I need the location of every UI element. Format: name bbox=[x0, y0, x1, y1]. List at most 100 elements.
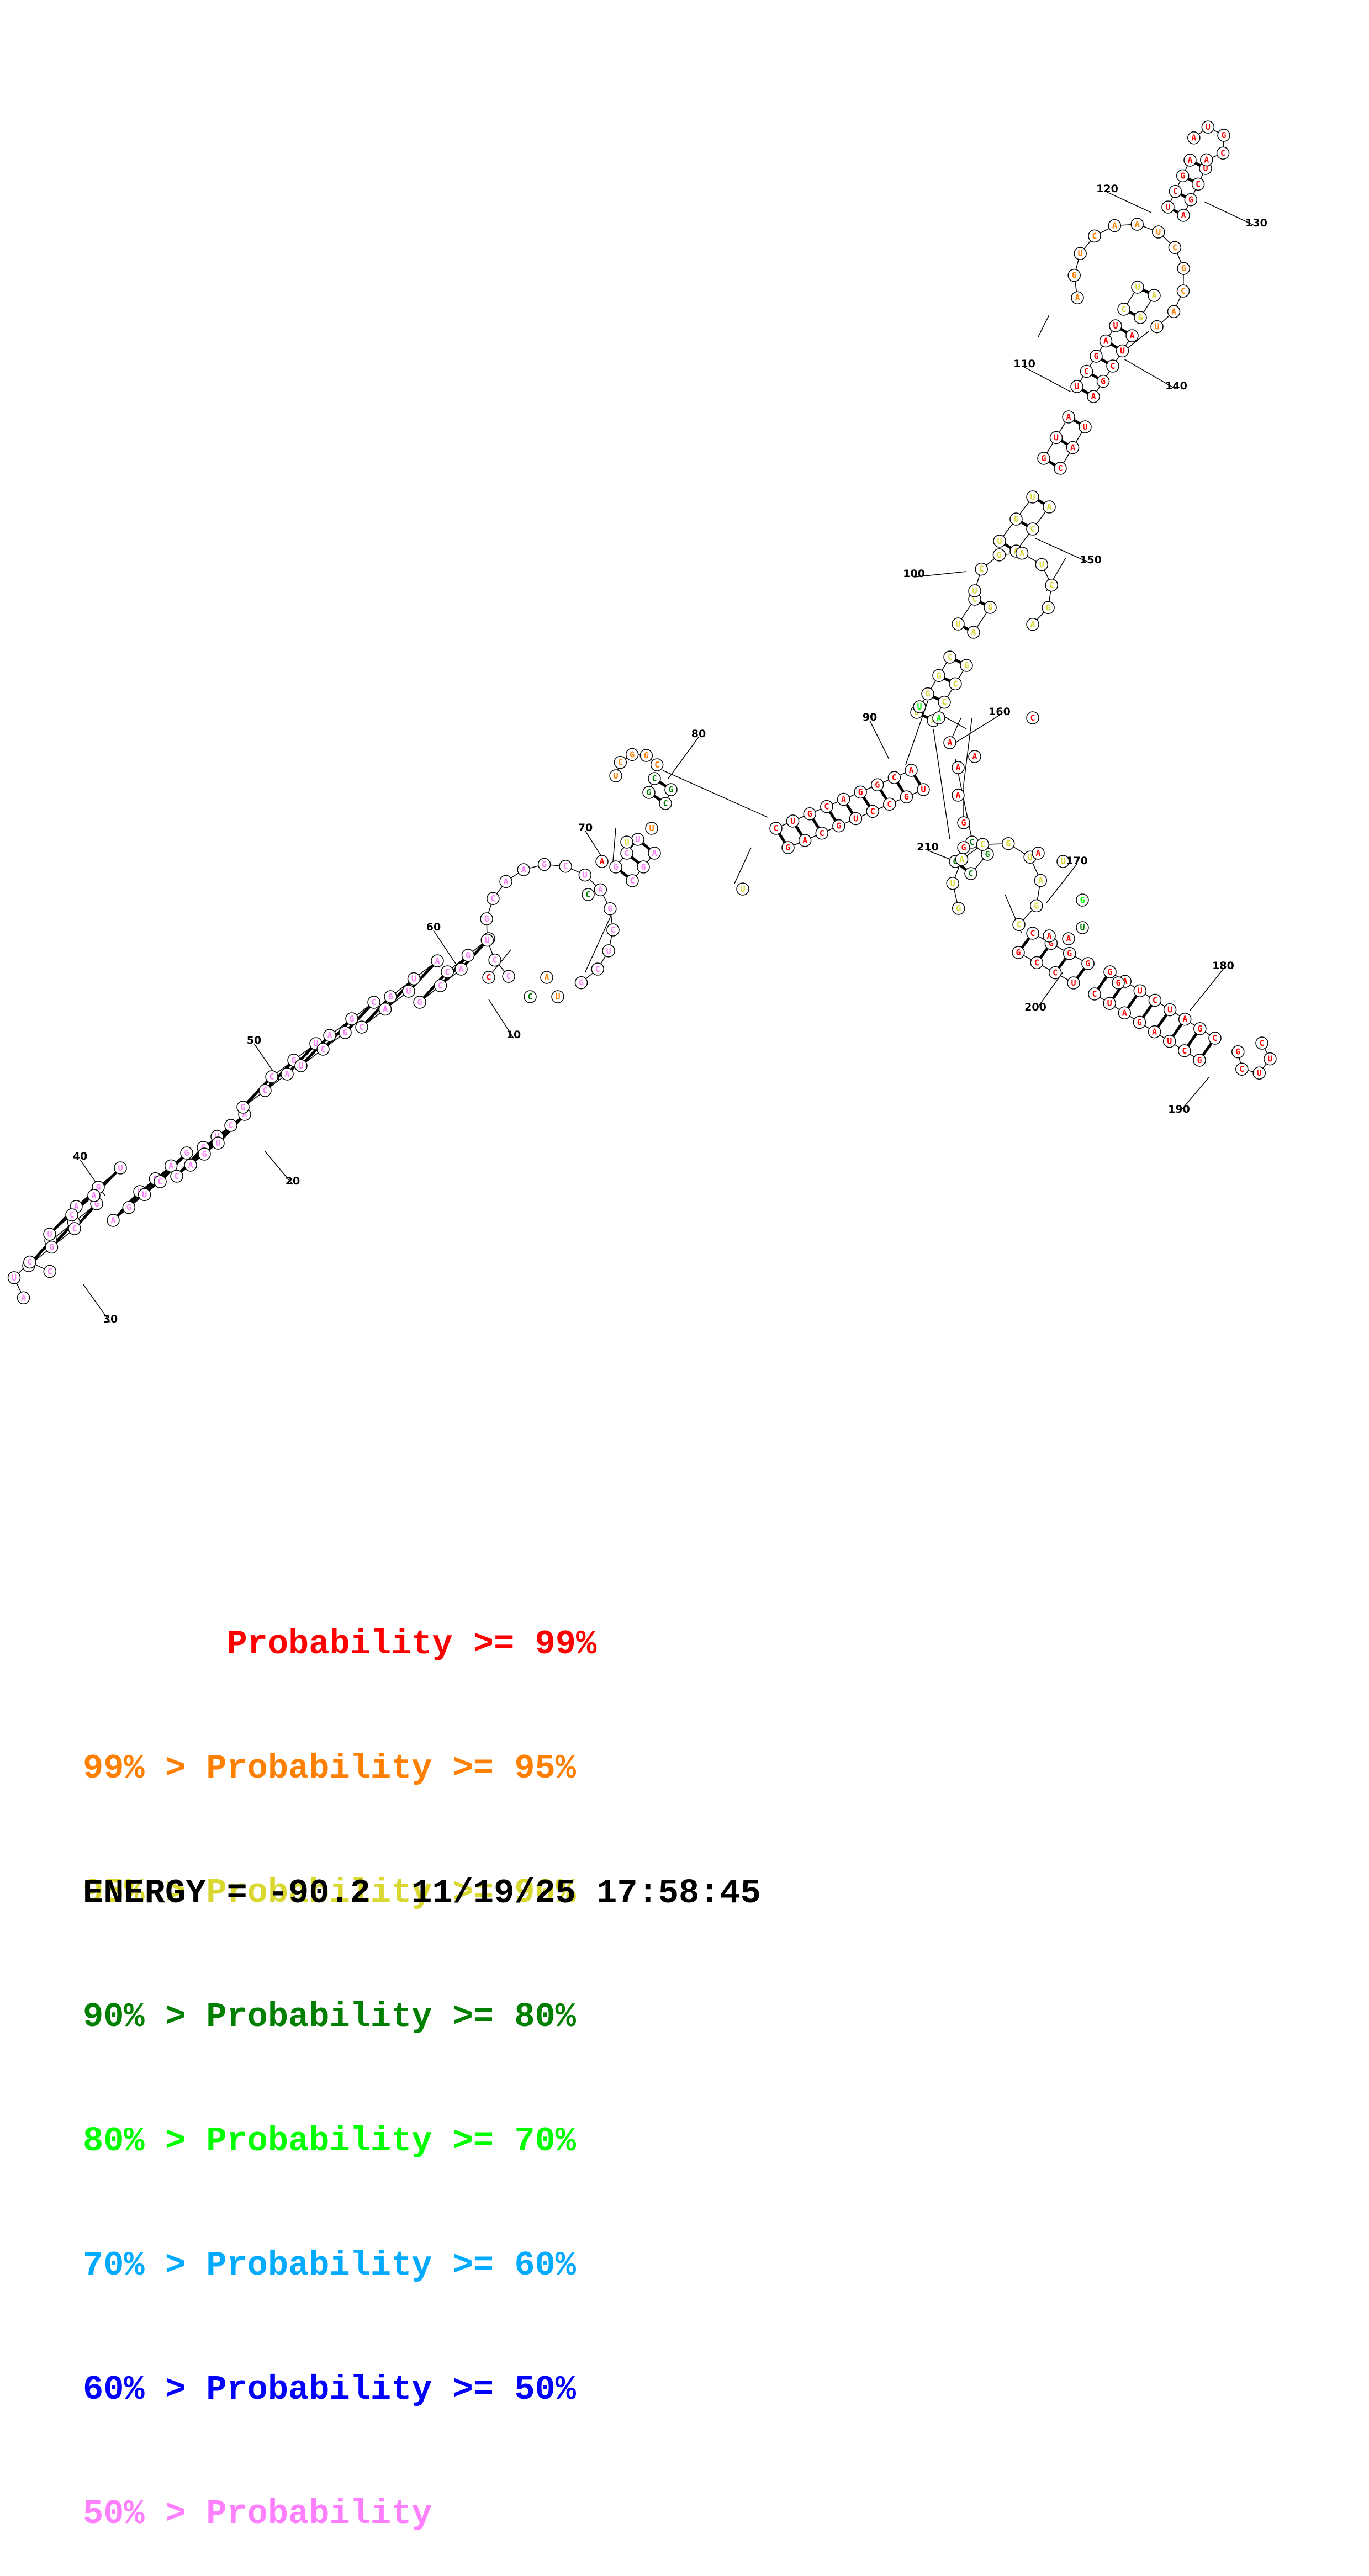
svg-text:A: A bbox=[598, 885, 603, 895]
svg-text:U: U bbox=[215, 1138, 220, 1148]
nucleotide-180: G bbox=[1067, 268, 1081, 282]
svg-text:C: C bbox=[870, 806, 875, 816]
nucleotide-159: C bbox=[488, 953, 501, 967]
svg-text:U: U bbox=[1060, 856, 1065, 866]
legend-row-p50: 60% > Probability >= 50% bbox=[83, 2370, 576, 2409]
nucleotide-85: G bbox=[1012, 946, 1025, 959]
svg-text:G: G bbox=[1093, 351, 1098, 361]
nucleotide-149: G bbox=[1184, 193, 1198, 207]
nucleotide-236: A bbox=[1043, 929, 1056, 943]
svg-text:C: C bbox=[1030, 928, 1035, 938]
svg-text:A: A bbox=[1181, 210, 1186, 220]
svg-text:U: U bbox=[917, 702, 922, 712]
svg-text:U: U bbox=[1156, 227, 1161, 237]
svg-text:U: U bbox=[411, 974, 416, 984]
nucleotide-195: U bbox=[1035, 558, 1049, 572]
svg-text:C: C bbox=[1173, 187, 1178, 197]
base-pair-lines bbox=[28, 158, 1217, 1267]
svg-text:G: G bbox=[630, 749, 635, 759]
nucleotide-229: A bbox=[595, 855, 609, 868]
nucleotide-217: A bbox=[1200, 153, 1213, 167]
svg-text:C: C bbox=[1084, 367, 1089, 377]
svg-text:A: A bbox=[1075, 293, 1080, 303]
svg-text:G: G bbox=[417, 997, 422, 1007]
svg-text:A: A bbox=[1152, 1027, 1157, 1037]
svg-text:C: C bbox=[824, 802, 829, 812]
svg-text:G: G bbox=[985, 849, 990, 859]
svg-text:G: G bbox=[858, 787, 863, 797]
svg-text:G: G bbox=[579, 978, 584, 988]
nucleotide-141: A bbox=[1125, 329, 1139, 342]
nucleotide-14: G bbox=[122, 1200, 136, 1214]
nucleotide-122: G bbox=[1009, 512, 1023, 526]
nucleotide-162: C bbox=[487, 892, 500, 905]
position-label-30: 30 bbox=[103, 1313, 118, 1325]
nucleotide-215: G bbox=[1217, 129, 1230, 142]
legend-row-p90: 95% > Probability >= 90% bbox=[83, 1873, 576, 1912]
position-labels: 10 20 30 40 50 60 70 80 90 100 110 120 130 140 150 160 1… bbox=[73, 183, 1267, 1325]
svg-text:C: C bbox=[624, 848, 629, 858]
nucleotide-45: A bbox=[431, 954, 444, 967]
nucleotide-143: G bbox=[1134, 311, 1147, 324]
svg-text:C: C bbox=[773, 823, 778, 833]
svg-text:A: A bbox=[383, 1004, 388, 1014]
svg-text:U: U bbox=[1257, 1068, 1262, 1078]
svg-text:G: G bbox=[964, 660, 969, 670]
svg-text:G: G bbox=[1181, 263, 1186, 273]
svg-text:G: G bbox=[1107, 967, 1112, 977]
svg-text:U: U bbox=[1039, 559, 1044, 569]
svg-text:C: C bbox=[371, 997, 376, 1007]
svg-text:G: G bbox=[953, 856, 958, 866]
nucleotide-185: U bbox=[1151, 225, 1165, 239]
svg-text:C: C bbox=[968, 869, 973, 879]
svg-text:C: C bbox=[1110, 361, 1115, 371]
nucleotide-48: C bbox=[434, 979, 447, 992]
svg-text:G: G bbox=[1046, 602, 1051, 612]
nucleotide-134: C bbox=[1080, 364, 1093, 378]
svg-text:G: G bbox=[291, 1055, 296, 1065]
svg-text:A: A bbox=[110, 1215, 115, 1225]
svg-text:C: C bbox=[69, 1210, 74, 1220]
nucleotide-103: U bbox=[1162, 1034, 1176, 1048]
position-label-60: 60 bbox=[426, 921, 441, 933]
svg-text:U: U bbox=[142, 1189, 147, 1199]
nucleotide-112: G bbox=[932, 669, 945, 683]
svg-text:C: C bbox=[1016, 919, 1021, 929]
nucleotide-114: C bbox=[943, 650, 956, 664]
svg-text:A: A bbox=[458, 964, 463, 974]
nucleotide-202: C bbox=[976, 838, 990, 851]
svg-text:U: U bbox=[1078, 248, 1083, 258]
svg-text:A: A bbox=[1123, 976, 1128, 986]
nucleotide-119: G bbox=[984, 601, 997, 614]
nucleotide-160: U bbox=[480, 933, 494, 947]
svg-text:A: A bbox=[1066, 934, 1071, 944]
nucleotide-12: A bbox=[107, 1214, 120, 1227]
svg-text:C: C bbox=[585, 890, 590, 900]
svg-text:G: G bbox=[987, 602, 992, 612]
nucleotide-61: G bbox=[664, 783, 678, 796]
svg-text:G: G bbox=[200, 1142, 205, 1152]
svg-text:G: G bbox=[785, 843, 790, 853]
svg-text:A: A bbox=[947, 738, 952, 748]
nucleotide-64: U bbox=[786, 814, 800, 828]
nucleotide-156: C bbox=[23, 1255, 36, 1269]
nucleotide-20: C bbox=[170, 1170, 183, 1183]
svg-text:G: G bbox=[836, 821, 841, 831]
position-label-160: 160 bbox=[989, 706, 1011, 718]
svg-text:A: A bbox=[908, 765, 913, 775]
svg-text:G: G bbox=[484, 914, 489, 924]
svg-text:A: A bbox=[521, 865, 526, 875]
svg-text:G: G bbox=[1101, 377, 1106, 387]
nucleotide-123: C bbox=[1026, 522, 1039, 536]
nucleotide-37: G bbox=[345, 1012, 358, 1025]
svg-text:G: G bbox=[961, 843, 966, 853]
svg-text:A: A bbox=[1191, 133, 1196, 143]
svg-text:G: G bbox=[1197, 1055, 1202, 1065]
nucleotide-192: C bbox=[975, 562, 988, 576]
nucleotide-101: A bbox=[1148, 1025, 1161, 1039]
svg-text:G: G bbox=[126, 1203, 131, 1213]
nucleotide-187: G bbox=[1177, 262, 1190, 275]
nucleotide-104: G bbox=[1193, 1022, 1207, 1035]
svg-text:G: G bbox=[641, 862, 646, 872]
svg-text:U: U bbox=[1080, 923, 1085, 933]
